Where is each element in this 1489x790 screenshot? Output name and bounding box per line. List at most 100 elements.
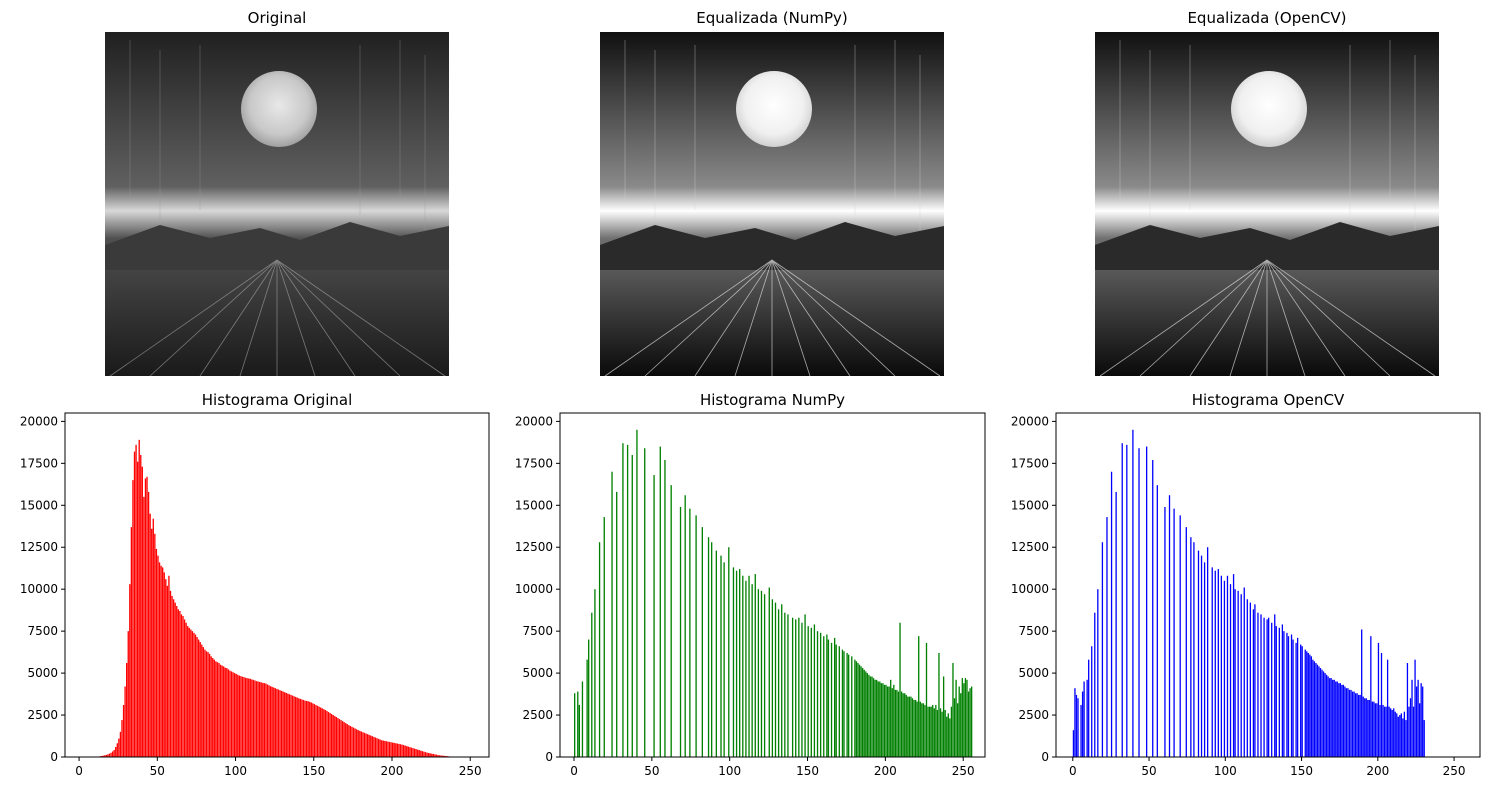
histogram-bar xyxy=(413,748,416,757)
histogram-bar xyxy=(307,701,309,757)
histogram-bar xyxy=(874,679,876,757)
histogram-bar xyxy=(277,689,280,757)
histogram-bar xyxy=(179,611,181,757)
histogram-title: Histograma Original xyxy=(202,391,352,409)
histogram-bar xyxy=(349,725,352,757)
histogram-bar xyxy=(136,461,139,757)
y-tick-label: 15000 xyxy=(20,498,58,512)
histogram-bar xyxy=(1304,649,1306,757)
histogram-bar xyxy=(1315,663,1317,757)
histogram-bar xyxy=(942,676,945,757)
histogram-bar xyxy=(894,689,897,757)
histogram-bar xyxy=(876,679,878,757)
histogram-bar xyxy=(438,755,441,757)
histogram-bar xyxy=(1132,429,1134,757)
histogram-bar xyxy=(919,701,921,757)
histogram-bar xyxy=(1081,691,1084,757)
histogram-bar xyxy=(235,673,237,757)
histogram-bar xyxy=(819,632,822,757)
histogram-bar xyxy=(1091,646,1093,757)
histogram-bar xyxy=(768,587,770,757)
histogram-bar xyxy=(922,703,925,757)
histogram-bar xyxy=(313,704,316,757)
histogram-bar xyxy=(420,750,422,757)
histogram-bar xyxy=(130,527,133,757)
histogram-bar xyxy=(1190,537,1192,757)
histogram-bar xyxy=(1223,580,1226,757)
histogram-bar xyxy=(202,647,205,757)
histogram-bar xyxy=(781,604,783,757)
histogram-bar xyxy=(1306,651,1308,757)
histogram-bar xyxy=(1382,704,1384,757)
histogram-bar xyxy=(860,666,862,757)
histogram-bar xyxy=(841,649,844,757)
histogram-bar xyxy=(1335,681,1337,757)
histogram-bar xyxy=(445,755,447,757)
histogram-bar xyxy=(732,567,735,757)
histogram-bar xyxy=(636,429,638,757)
histogram-bar xyxy=(1168,495,1171,757)
histogram-bar xyxy=(354,728,356,757)
histogram-bar xyxy=(966,679,968,757)
histogram-bar xyxy=(1327,676,1329,757)
x-tick-label: 50 xyxy=(150,764,165,778)
histogram-bar xyxy=(241,676,244,757)
histogram-bar xyxy=(1411,679,1413,757)
histogram-bar xyxy=(865,671,867,757)
histogram-bar xyxy=(182,616,184,757)
histogram-bars xyxy=(1072,429,1425,757)
histogram-bar xyxy=(205,651,208,757)
histogram-bar xyxy=(395,743,397,757)
histogram-bar xyxy=(1252,609,1255,757)
image-original xyxy=(105,32,449,377)
x-tick-label: 0 xyxy=(1069,764,1077,778)
histogram-bar xyxy=(116,743,118,757)
histogram-bar xyxy=(210,656,212,757)
histogram-bar xyxy=(900,691,903,757)
histogram-bar xyxy=(254,680,256,757)
histogram-bar xyxy=(1072,730,1075,757)
histogram-bar xyxy=(165,579,167,757)
histogram-bar xyxy=(833,637,836,757)
histogram-bar xyxy=(299,698,302,757)
histogram-bar xyxy=(1164,506,1166,757)
histogram-bar xyxy=(1287,636,1290,757)
histogram-bar xyxy=(1101,542,1104,757)
histogram-bar xyxy=(1321,669,1323,757)
histogram-bar xyxy=(368,734,370,757)
histogram-bar xyxy=(961,678,963,757)
histogram-bar xyxy=(185,622,187,757)
histogram-bar xyxy=(723,562,725,757)
histogram-bar xyxy=(1074,688,1076,757)
histogram-bar xyxy=(326,711,328,757)
histogram-bar xyxy=(290,694,292,757)
histogram-bar xyxy=(1420,683,1422,757)
histogram-bar xyxy=(100,755,103,757)
histogram-bar xyxy=(351,726,353,757)
histogram-bar xyxy=(659,446,661,757)
histogram-bar xyxy=(388,741,391,757)
histogram-bar xyxy=(904,693,906,757)
histogram-bar xyxy=(233,673,236,757)
histogram-bar xyxy=(827,639,830,757)
histogram-bar xyxy=(1374,703,1377,757)
histogram-bar xyxy=(396,743,399,757)
histogram-bar xyxy=(1197,550,1200,757)
histogram-bar xyxy=(1173,508,1175,757)
histogram-bar xyxy=(1263,617,1265,757)
histogram-bar xyxy=(715,550,717,757)
y-tick-label: 12500 xyxy=(20,540,58,554)
histogram-bar xyxy=(390,742,392,757)
histogram-bar xyxy=(622,443,624,757)
histogram-bar xyxy=(398,743,400,757)
histogram-bar xyxy=(863,669,865,757)
histogram-bar xyxy=(427,752,430,757)
histogram-bar xyxy=(193,632,195,757)
histogram-bar xyxy=(1088,659,1090,757)
histogram-bar xyxy=(644,448,646,757)
histogram-bar xyxy=(1325,674,1328,757)
axes-frame xyxy=(559,412,986,758)
histogram-bar xyxy=(119,731,122,757)
histogram-bar xyxy=(423,751,425,757)
histogram-bar xyxy=(1373,701,1375,757)
